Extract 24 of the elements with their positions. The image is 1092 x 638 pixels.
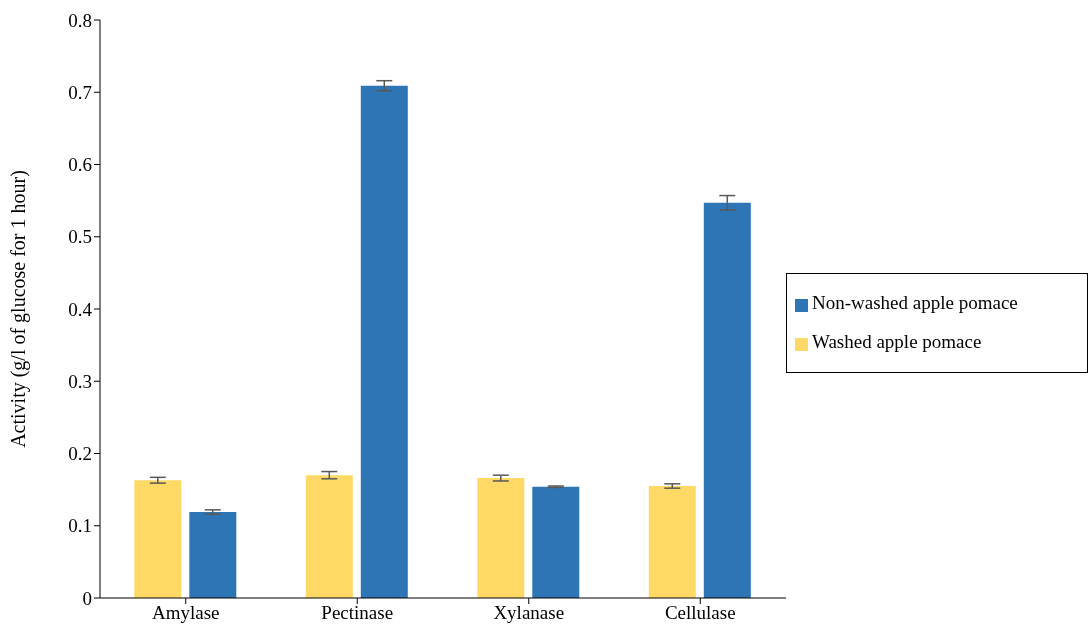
x-tick-label: Pectinase xyxy=(321,602,394,624)
y-tick-label: 0.7 xyxy=(68,82,92,103)
bar xyxy=(134,480,182,598)
y-tick-label: 0.6 xyxy=(68,154,92,176)
bar xyxy=(703,202,751,598)
x-tick-label: Amylase xyxy=(151,602,220,624)
bar xyxy=(305,475,353,598)
y-tick-label: 0.4 xyxy=(68,298,93,320)
y-tick-label: 0 xyxy=(82,587,92,609)
bar xyxy=(360,85,408,598)
bar xyxy=(648,486,696,598)
legend-label: Non-washed apple pomace xyxy=(812,292,1018,313)
legend-label: Washed apple pomace xyxy=(812,331,982,352)
x-tick-label: Cellulase xyxy=(664,602,736,624)
y-tick-label: 0.1 xyxy=(68,515,92,537)
bar xyxy=(532,486,580,598)
y-tick-label: 0.2 xyxy=(68,443,92,465)
y-tick-label: 0.3 xyxy=(68,370,92,392)
bar xyxy=(477,478,525,598)
y-tick-label: 0.5 xyxy=(68,226,92,248)
y-axis-title: Activity (g/l of glucose for 1 hour) xyxy=(7,170,31,448)
y-tick-label: 0.8 xyxy=(68,9,92,31)
x-tick-label: Xylanase xyxy=(493,602,565,624)
bar xyxy=(189,512,237,598)
